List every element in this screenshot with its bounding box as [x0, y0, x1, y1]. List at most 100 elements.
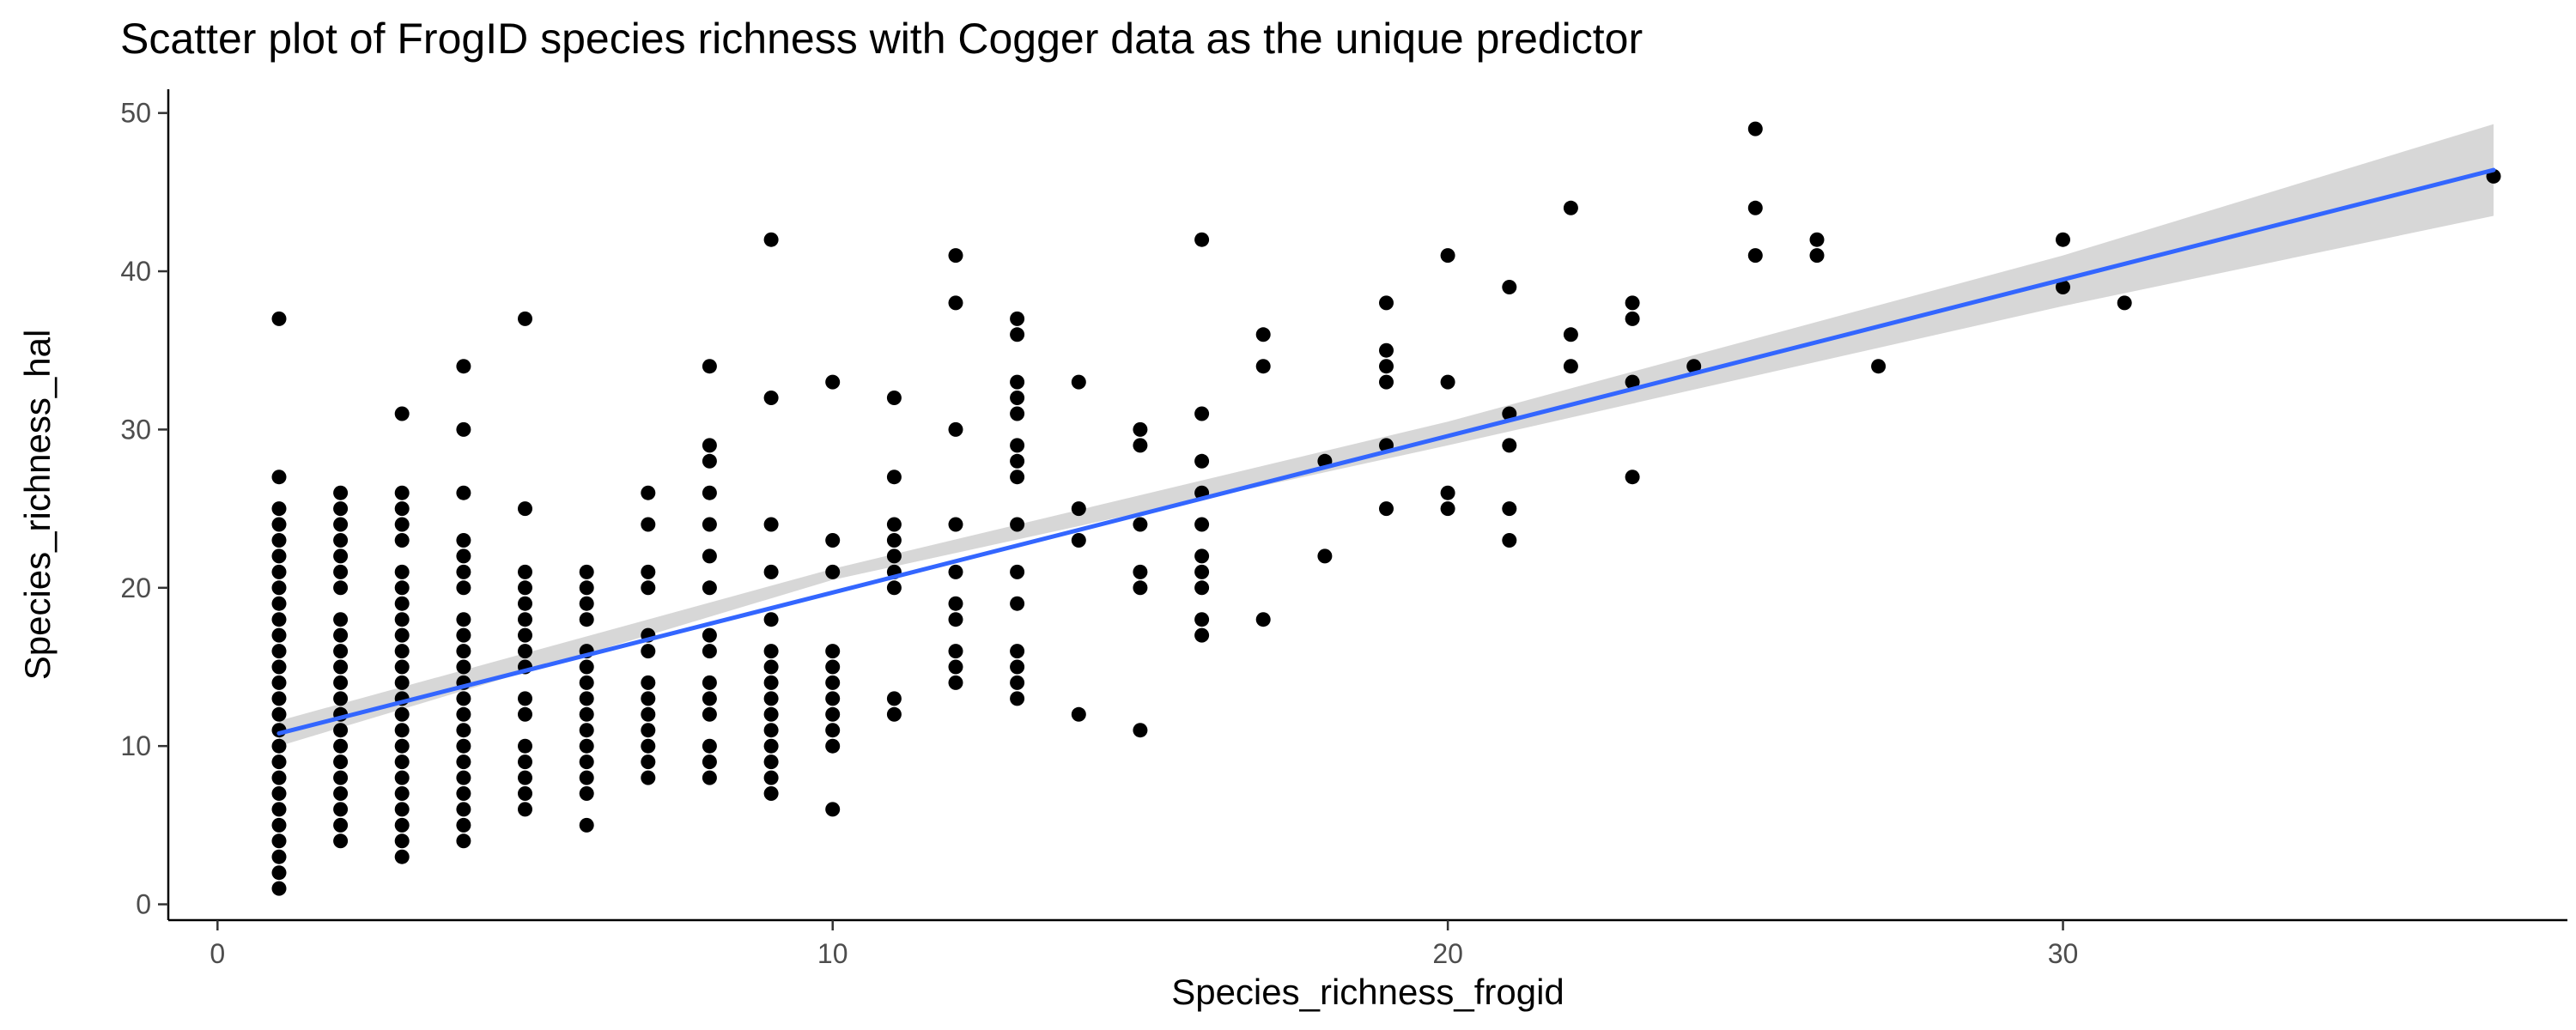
data-point: [333, 833, 349, 849]
data-point: [1194, 612, 1210, 627]
data-point: [2056, 280, 2070, 294]
data-point: [1625, 374, 1640, 390]
data-point: [333, 580, 349, 596]
data-point: [394, 849, 410, 864]
data-point: [394, 675, 410, 690]
data-point: [456, 485, 471, 500]
data-point: [2056, 232, 2070, 247]
data-point: [579, 691, 594, 706]
regression-line: [276, 167, 2496, 736]
data-point: [394, 817, 410, 833]
data-point: [271, 644, 287, 659]
data-point: [886, 706, 902, 722]
data-point: [333, 517, 349, 532]
data-point: [271, 470, 287, 485]
data-point: [579, 770, 594, 785]
y-tick-label: 50: [120, 98, 151, 129]
data-point: [641, 738, 656, 754]
data-point: [518, 786, 532, 801]
data-point: [456, 612, 471, 627]
data-point: [1194, 548, 1210, 564]
data-point: [333, 675, 349, 690]
data-point: [886, 580, 902, 596]
data-point: [271, 533, 287, 548]
data-point: [763, 659, 779, 675]
data-point: [394, 580, 410, 596]
data-point: [271, 627, 287, 643]
data-point: [1255, 612, 1271, 627]
data-point: [456, 691, 471, 706]
data-point: [271, 770, 287, 785]
data-point: [333, 485, 349, 500]
data-point: [763, 706, 779, 722]
data-point: [1010, 470, 1025, 485]
y-tick-label: 0: [136, 889, 151, 920]
data-point: [518, 501, 532, 517]
data-point: [456, 421, 471, 437]
data-point: [702, 548, 717, 564]
data-point: [1133, 421, 1148, 437]
data-point: [394, 706, 410, 722]
data-point: [1010, 691, 1025, 706]
data-point: [825, 675, 841, 690]
data-point: [1010, 391, 1025, 405]
y-axis-ticks: 0 10 20 30 40 50: [120, 98, 168, 920]
data-point: [1440, 248, 1455, 264]
data-point: [518, 564, 532, 579]
data-point: [394, 723, 410, 738]
data-point: [456, 359, 471, 374]
data-point: [271, 580, 287, 596]
data-point: [333, 802, 349, 817]
data-point: [271, 849, 287, 864]
data-point: [579, 580, 594, 596]
data-point: [518, 691, 532, 706]
data-point: [1255, 327, 1271, 342]
data-point: [333, 533, 349, 548]
data-point: [1010, 406, 1025, 421]
chart-title: Scatter plot of FrogID species richness …: [120, 15, 1643, 63]
data-point: [1625, 311, 1640, 326]
data-point: [702, 675, 717, 690]
data-point: [271, 738, 287, 754]
data-point: [825, 564, 841, 579]
data-point: [579, 675, 594, 690]
data-point: [825, 802, 841, 817]
data-point: [579, 738, 594, 754]
data-point: [456, 723, 471, 738]
data-point: [1071, 501, 1086, 517]
data-point: [763, 232, 779, 247]
data-point: [886, 548, 902, 564]
data-point: [702, 359, 717, 374]
data-point: [1255, 359, 1271, 374]
data-point: [394, 533, 410, 548]
data-point: [1440, 485, 1455, 500]
data-point: [518, 738, 532, 754]
data-point: [641, 723, 656, 738]
data-point: [948, 248, 963, 264]
data-point: [825, 738, 841, 754]
data-point: [1747, 248, 1763, 264]
y-tick-label: 20: [120, 573, 151, 603]
data-point: [456, 548, 471, 564]
data-point: [1379, 359, 1394, 374]
data-point: [1010, 564, 1025, 579]
x-tick-label: 0: [210, 938, 225, 969]
data-point: [333, 548, 349, 564]
data-point: [579, 706, 594, 722]
data-point: [333, 564, 349, 579]
data-point: [825, 706, 841, 722]
data-point: [394, 754, 410, 770]
data-point: [333, 612, 349, 627]
data-point: [948, 421, 963, 437]
data-point: [579, 596, 594, 611]
data-point: [886, 391, 902, 405]
data-point: [1379, 342, 1394, 358]
data-point: [271, 754, 287, 770]
data-point: [394, 802, 410, 817]
data-point: [1440, 374, 1455, 390]
data-point: [702, 453, 717, 469]
fit-line-layer: [276, 167, 2496, 736]
data-point: [579, 786, 594, 801]
data-point: [763, 612, 779, 627]
data-point: [518, 612, 532, 627]
